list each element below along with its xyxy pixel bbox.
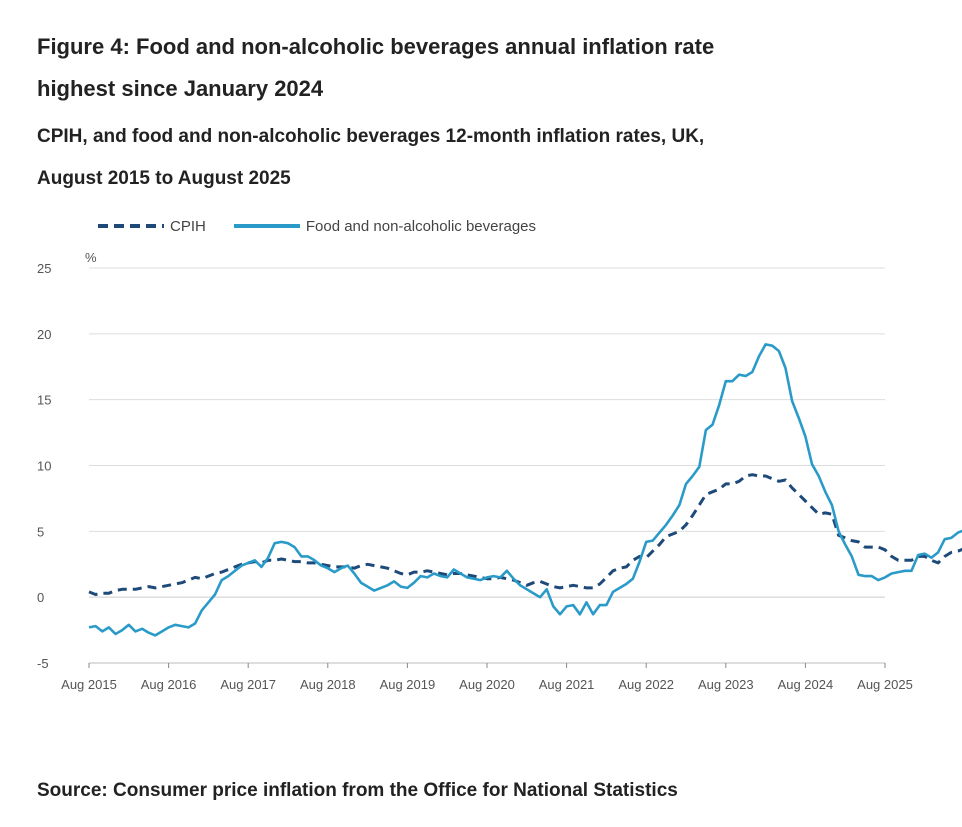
chart-legend: CPIH Food and non-alcoholic beverages <box>98 214 564 238</box>
legend-swatch-food <box>233 224 300 228</box>
legend-item-food[interactable]: Food and non-alcoholic beverages <box>233 217 536 235</box>
x-tick-label: Aug 2020 <box>459 677 515 692</box>
series-line-food <box>88 343 962 637</box>
source-note: Source: Consumer price inflation from th… <box>37 780 678 801</box>
legend-label-cpih: CPIH <box>170 217 206 235</box>
x-tick-label: Aug 2024 <box>778 677 834 692</box>
x-tick-label: Aug 2017 <box>220 677 276 692</box>
y-tick-label: 5 <box>37 524 44 539</box>
y-axis-unit-label: % <box>85 250 97 265</box>
x-tick-label: Aug 2018 <box>300 677 356 692</box>
chart-subtitle-line-1: CPIH, and food and non-alcoholic beverag… <box>37 126 705 147</box>
y-tick-label: 20 <box>37 327 51 342</box>
legend-swatch-cpih <box>98 224 164 228</box>
chart-title-line-2: highest since January 2024 <box>37 76 324 101</box>
legend-item-cpih[interactable]: CPIH <box>98 218 206 235</box>
y-tick-label: 25 <box>37 261 51 276</box>
x-axis: Aug 2015 Aug 2016 Aug 2017 Aug 2018 Aug 2019… <box>61 662 913 692</box>
y-axis: -5 0 5 10 15 20 25 <box>37 261 51 671</box>
x-tick-label: Aug 2025 <box>857 677 913 692</box>
legend-label-food: Food and non-alcoholic beverages <box>305 217 536 235</box>
chart-subtitle-line-2: August 2015 to August 2025 <box>37 168 291 189</box>
x-tick-label: Aug 2019 <box>380 677 436 692</box>
x-tick-label: Aug 2021 <box>539 677 595 692</box>
series-line-cpih <box>88 473 962 596</box>
y-tick-label: -5 <box>37 656 49 671</box>
x-tick-label: Aug 2016 <box>141 677 197 692</box>
y-tick-label: 0 <box>37 590 44 605</box>
grid-lines <box>89 267 885 664</box>
series-lines <box>88 343 962 637</box>
x-tick-label: Aug 2022 <box>618 677 674 692</box>
x-tick-label: Aug 2015 <box>61 677 117 692</box>
y-tick-label: 15 <box>37 393 51 408</box>
chart-title: Figure 4: Food and non-alcoholic beverag… <box>37 26 937 110</box>
y-tick-label: 10 <box>37 459 51 474</box>
x-tick-label: Aug 2023 <box>698 677 754 692</box>
chart-title-line-1: Figure 4: Food and non-alcoholic beverag… <box>37 34 715 59</box>
chart-subtitle: CPIH, and food and non-alcoholic beverag… <box>37 116 937 200</box>
